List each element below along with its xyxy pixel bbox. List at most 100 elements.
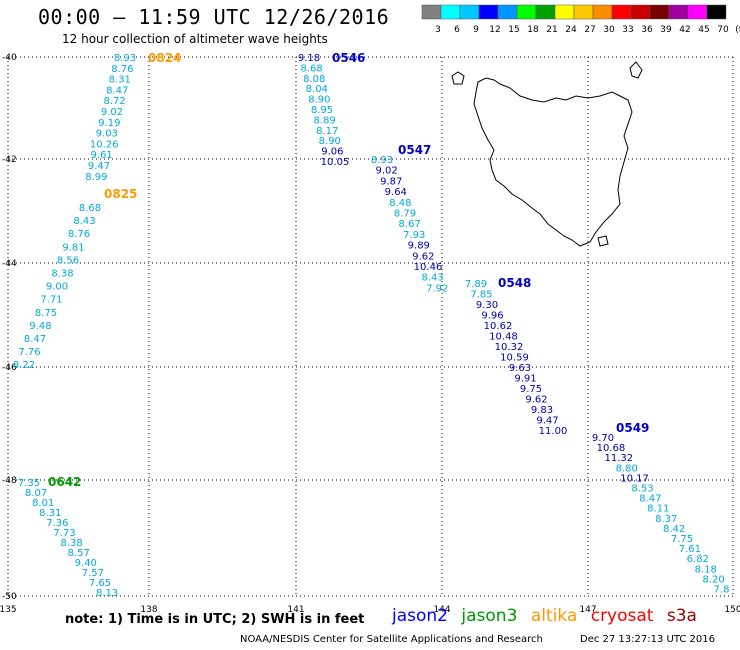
wave-height-value: 7.61: [679, 544, 701, 555]
wave-height-value: 8.11: [647, 504, 669, 515]
colorbar-label: 30: [603, 25, 615, 35]
wave-height-value: 8.38: [51, 269, 73, 280]
wave-height-value: 8.38: [60, 538, 82, 549]
wave-height-value: 7.8: [714, 585, 730, 596]
wave-height-value: 7.75: [671, 534, 693, 545]
colorbar-swatch: [706, 4, 727, 20]
wave-height-value: 9.03: [96, 129, 118, 140]
wave-height-value: 8.31: [109, 75, 131, 86]
timestamp: Dec 27 13:27:13 UTC 2016: [580, 634, 715, 645]
colorbar-label: 6: [454, 25, 460, 35]
wave-height-value: 8.80: [616, 463, 638, 474]
wave-height-value: 9.81: [62, 242, 84, 253]
wave-height-value: 9.47: [88, 161, 110, 172]
colorbar-swatch: [611, 4, 632, 20]
colorbar-label: 36: [641, 25, 653, 35]
lat-lon-grid: 135 138 141 144 147 150 -40 -42 -44 -46 -48 -50: [0, 53, 740, 615]
wave-height-value: 8.56: [57, 255, 79, 266]
wave-height-value: 7.76: [18, 347, 40, 358]
wave-height-value: 8.68: [79, 203, 101, 214]
colorbar-label: 18: [527, 25, 539, 35]
lon-tick-label: 138: [140, 605, 157, 615]
colorbar-swatch: [421, 4, 442, 20]
wave-height-value: 8.53: [631, 484, 653, 495]
wave-height-value: 10.17: [620, 473, 649, 484]
wave-height-value: 8.90: [308, 95, 330, 106]
colorbar-swatch: [459, 4, 480, 20]
wave-height-value: 9.62: [412, 251, 434, 262]
legend-jason2: jason2: [392, 606, 448, 626]
colorbar-label: 27: [584, 25, 595, 35]
colorbar-label: 39: [660, 25, 672, 35]
wave-height-value: 8.95: [311, 105, 333, 116]
wave-height-value: 9.06: [321, 147, 343, 158]
wave-height-value: 9.48: [29, 321, 51, 332]
wave-height-value: 8.04: [306, 84, 328, 95]
wave-height-value: 7.85: [470, 290, 492, 301]
colorbar-swatch: [630, 4, 651, 20]
wave-height-value: 11.00: [539, 426, 568, 437]
wave-height-value: 10.62: [484, 321, 513, 332]
legend-altika: altika: [530, 606, 578, 626]
wave-height-value: 9.18: [298, 53, 320, 64]
wave-height-value: 10.59: [500, 353, 529, 364]
wave-height-value: 9.40: [75, 558, 97, 569]
wave-height-value: 8.42: [663, 524, 685, 535]
lat-tick-label: -48: [2, 476, 17, 486]
wave-height-value: 7.65: [89, 578, 111, 589]
wave-height-value: 8.48: [389, 198, 411, 209]
colorbar-swatch: [535, 4, 556, 20]
wave-height-value: 11.32: [604, 453, 633, 464]
colorbar-label: 12: [489, 25, 500, 35]
pass-time-label: 0548: [498, 276, 531, 290]
wave-height-value: 8.13: [96, 588, 118, 599]
wave-height-value: 8.07: [25, 488, 47, 499]
wave-height-value: 8.72: [103, 96, 125, 107]
map-title: 00:00 — 11:59 UTC 12/26/2016: [38, 5, 390, 29]
colorbar-swatch: [668, 4, 689, 20]
legend-cryosat: cryosat: [590, 606, 654, 626]
wave-height-value: 8.67: [398, 219, 420, 230]
lon-tick-label: 144: [433, 605, 450, 615]
wave-height-value: 10.46: [414, 262, 443, 273]
wave-height-value: 7.35: [18, 478, 40, 489]
wave-height-value: 8.20: [702, 574, 724, 585]
colorbar-swatch: [554, 4, 575, 20]
wave-height-value: 9.91: [514, 374, 536, 385]
colorbar-swatch: [687, 4, 708, 20]
colorbar-label: 70: [717, 25, 729, 35]
wave-height-value: 8.47: [106, 85, 128, 96]
wave-height-value: 10.26: [90, 139, 119, 150]
wave-height-value: 10.05: [321, 157, 350, 168]
wave-height-value: 9.47: [536, 416, 558, 427]
wave-height-value: 8.89: [313, 115, 335, 126]
wave-height-value: 8.76: [111, 64, 133, 75]
colorbar-swatch: [592, 4, 613, 20]
colorbar-swatch: [516, 4, 537, 20]
wave-height-value: 9.61: [90, 150, 112, 161]
wave-height-value: 9.64: [385, 187, 407, 198]
wave-height-value: 8.18: [695, 564, 717, 575]
colorbar-swatch: [573, 4, 594, 20]
wave-height-value: 9.19: [98, 118, 120, 129]
wave-height-value: 9.75: [520, 384, 542, 395]
wave-height-value: 8.31: [39, 508, 61, 519]
colorbar-swatch: [497, 4, 518, 20]
map-subtitle: 12 hour collection of altimeter wave hei…: [62, 32, 328, 46]
colorbar-label: 3: [435, 25, 441, 35]
lat-tick-label: -46: [2, 363, 17, 373]
wave-height-value: 8.76: [68, 229, 90, 240]
wave-height-value: 8.47: [24, 334, 46, 345]
pass-time-label: 0546: [332, 51, 365, 65]
credit-line: NOAA/NESDIS Center for Satellite Applica…: [240, 634, 543, 645]
lon-tick-label: 141: [287, 605, 304, 615]
pass-time-label: 0642: [48, 475, 81, 489]
wave-height-value: 8.37: [655, 514, 677, 525]
pass-time-label: 0549: [616, 421, 649, 435]
satellite-legend: jason2 jason3 altika cryosat s3a: [392, 606, 705, 626]
wave-height-value: 9.00: [46, 282, 68, 293]
wave-height-value: 9.96: [481, 311, 503, 322]
colorbar-swatch: [478, 4, 499, 20]
wave-height-value: 9.70: [592, 433, 614, 444]
wave-height-value: 8.43: [421, 273, 443, 284]
